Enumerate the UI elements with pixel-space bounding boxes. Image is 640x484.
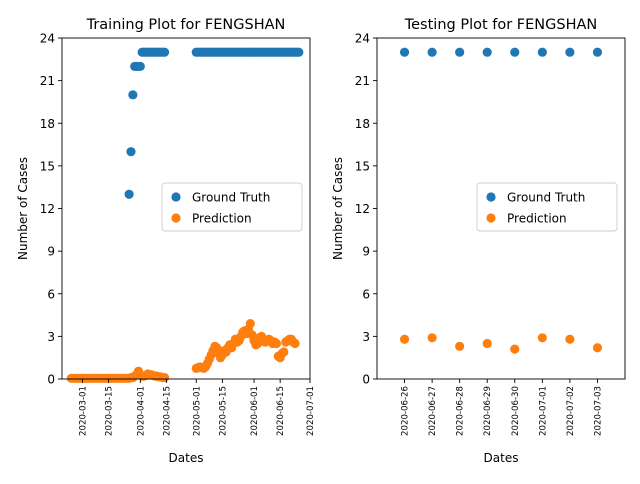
- x-tick-label: 2020-05-01: [192, 386, 202, 436]
- x-tick-label: 2020-06-29: [483, 386, 493, 436]
- x-axis-label: Dates: [169, 451, 204, 465]
- y-tick-label: 21: [355, 74, 370, 88]
- data-point: [128, 90, 138, 100]
- data-point: [124, 189, 134, 199]
- data-point: [482, 47, 492, 57]
- data-point: [455, 341, 465, 351]
- data-point: [399, 47, 410, 57]
- data-point: [159, 47, 170, 57]
- x-tick-label: 2020-05-15: [218, 386, 228, 436]
- series-ground-truth: [399, 47, 603, 57]
- data-point: [427, 333, 437, 343]
- y-tick-label: 12: [40, 202, 55, 216]
- x-tick-label: 2020-06-01: [250, 386, 260, 436]
- data-point: [537, 333, 547, 343]
- x-tick-label: 2020-07-01: [306, 386, 316, 436]
- data-point: [565, 334, 575, 344]
- data-point: [427, 47, 437, 57]
- y-tick-label: 18: [355, 117, 370, 131]
- y-tick-label: 24: [40, 32, 55, 46]
- data-point: [455, 47, 465, 57]
- data-point: [565, 47, 575, 57]
- series-prediction: [66, 318, 300, 383]
- y-axis-label: Number of Cases: [331, 157, 345, 260]
- y-tick-label: 9: [47, 245, 55, 259]
- x-tick-label: 2020-07-03: [593, 386, 603, 436]
- data-point: [159, 372, 170, 383]
- y-tick-label: 18: [40, 117, 55, 131]
- y-tick-label: 24: [355, 32, 370, 46]
- y-axis-label: Number of Cases: [16, 157, 30, 260]
- y-tick-label: 21: [40, 74, 55, 88]
- data-point: [290, 338, 300, 349]
- y-tick-label: 9: [362, 245, 370, 259]
- data-point: [294, 47, 304, 57]
- chart-panel-2: Testing Plot for FENGSHAN 0 3 6 9 12 15 18 21 24 2…: [331, 17, 626, 465]
- legend-marker: [171, 192, 181, 202]
- data-point: [245, 318, 255, 329]
- x-tick-label: 2020-06-15: [276, 386, 286, 436]
- legend-marker: [171, 213, 181, 223]
- y-tick-label: 15: [40, 159, 55, 173]
- legend-box: [476, 182, 618, 232]
- data-point: [592, 47, 603, 57]
- x-tick-label: 2020-03-15: [105, 386, 115, 436]
- data-point: [510, 47, 520, 57]
- y-tick-label: 6: [47, 287, 55, 301]
- y-tick-label: 0: [47, 373, 55, 387]
- x-tick-label: 2020-07-02: [566, 386, 576, 436]
- data-point: [510, 344, 520, 354]
- y-tick-label: 15: [355, 159, 370, 173]
- y-tick-label: 12: [355, 202, 370, 216]
- chart-panel-1: Training Plot for FENGSHAN 0 3 6 9 12 15 18 21 24…: [16, 17, 316, 465]
- x-tick-label: 2020-03-01: [79, 386, 89, 436]
- x-axis-label: Dates: [484, 451, 519, 465]
- data-point: [482, 338, 492, 349]
- legend-box: [161, 182, 303, 232]
- data-point: [279, 347, 289, 357]
- legend-label: Prediction: [192, 212, 252, 226]
- chart-title: Training Plot for FENGSHAN: [86, 17, 286, 33]
- data-point: [271, 338, 282, 349]
- data-point: [135, 61, 145, 72]
- y-tick-label: 3: [362, 330, 370, 344]
- data-point: [537, 47, 547, 57]
- legend: Ground Truth Prediction: [161, 182, 303, 232]
- y-tick-label: 6: [362, 287, 370, 301]
- x-tick-label: 2020-06-28: [456, 386, 466, 436]
- legend: Ground Truth Prediction: [476, 182, 618, 232]
- data-point: [126, 147, 136, 157]
- legend-label: Ground Truth: [507, 191, 585, 205]
- chart-title: Testing Plot for FENGSHAN: [404, 17, 598, 33]
- y-tick-label: 3: [47, 330, 55, 344]
- x-tick-label: 2020-07-01: [538, 386, 548, 436]
- legend-marker: [486, 213, 496, 223]
- legend-label: Ground Truth: [192, 191, 270, 205]
- x-tick-label: 2020-04-01: [136, 386, 146, 436]
- data-point: [592, 343, 603, 353]
- x-tick-label: 2020-04-15: [162, 386, 172, 436]
- x-tick-label: 2020-06-26: [401, 386, 411, 436]
- x-tick-label: 2020-06-27: [428, 386, 438, 436]
- data-point: [399, 334, 410, 344]
- legend-label: Prediction: [507, 212, 567, 226]
- x-tick-label: 2020-06-30: [511, 386, 521, 436]
- legend-marker: [486, 192, 496, 202]
- series-prediction: [399, 333, 603, 354]
- y-tick-label: 0: [362, 373, 370, 387]
- series-ground-truth: [124, 47, 304, 199]
